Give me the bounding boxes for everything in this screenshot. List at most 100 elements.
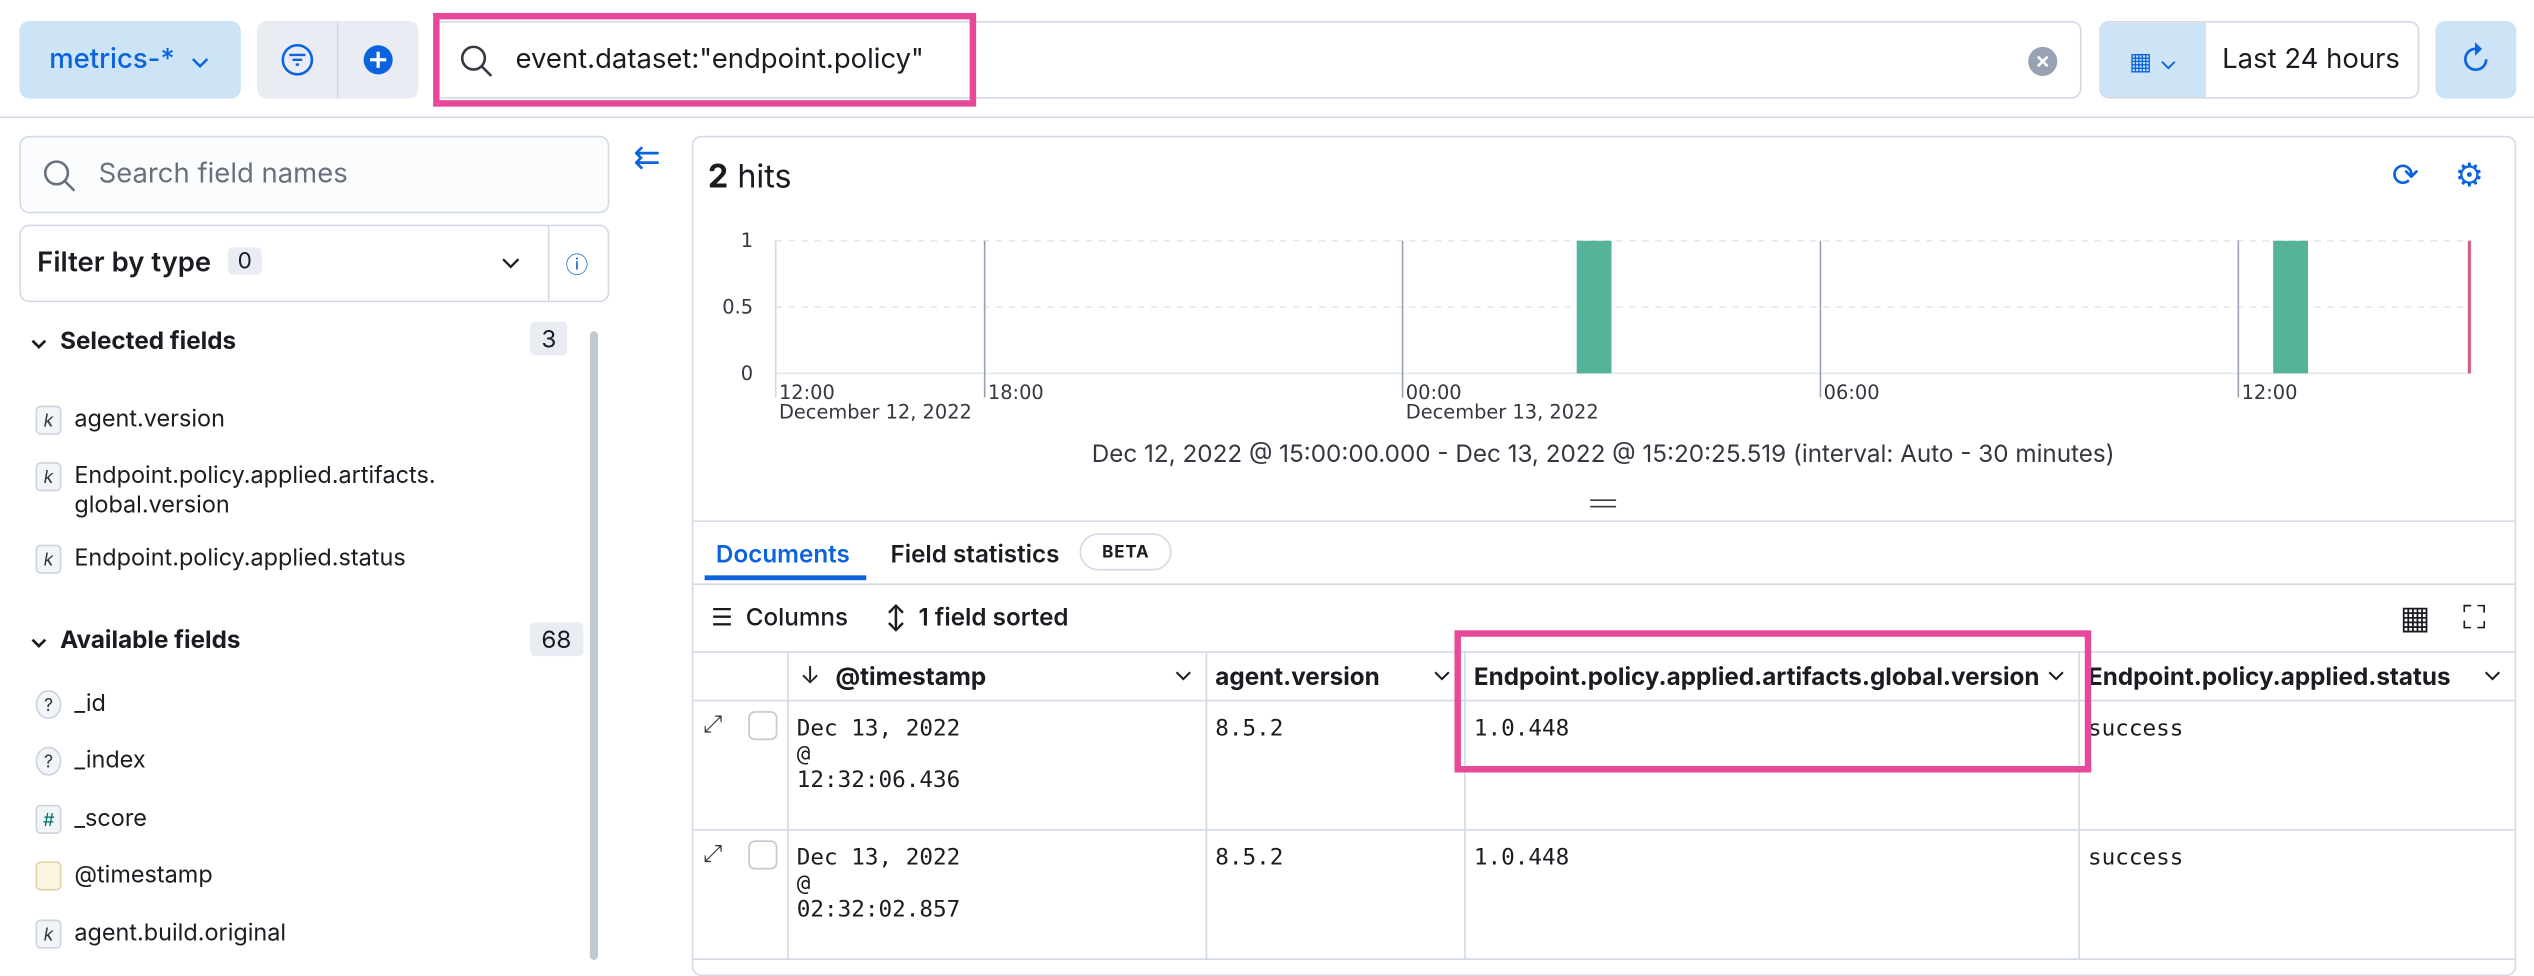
column-menu: ⌄ — [1431, 654, 1453, 687]
info-icon: ⓘ — [565, 252, 589, 280]
highlight-box — [433, 12, 977, 107]
clear-icon[interactable] — [2027, 45, 2059, 77]
sort-label: 1 field sorted — [918, 601, 1069, 632]
field-name: Endpoint.policy.applied.status — [74, 544, 406, 573]
bar — [2273, 240, 2309, 374]
filter-by-type[interactable]: Filter by type 0 ⌄ ⓘ — [19, 224, 610, 303]
y-tick-label: 0 — [741, 362, 753, 385]
query-text: event.dataset:"endpoint.policy" — [515, 43, 924, 76]
filter-icons — [281, 21, 393, 99]
cell: success — [2088, 845, 2184, 872]
expand-icon: ⤢ — [703, 707, 723, 739]
tab[interactable]: Field statistics — [890, 538, 1060, 569]
column-menu: ⌄ — [1173, 654, 1194, 687]
time-range: Last 24 hours — [2222, 43, 2400, 76]
filter-count: 0 — [227, 247, 262, 275]
fullscreen-icon[interactable]: ⛶ — [2462, 597, 2486, 637]
column-header: agent.version — [1215, 660, 1380, 692]
divider — [0, 116, 2534, 118]
chevron: ⌄ — [499, 242, 523, 277]
density-icon[interactable]: ▦ — [2399, 597, 2431, 637]
bar — [1576, 240, 1612, 374]
scrollbar — [589, 331, 598, 960]
column-header: Endpoint.policy.applied.artifacts.global… — [1473, 660, 2040, 692]
field-search[interactable]: Search field names — [19, 135, 610, 214]
filter-buttons — [256, 21, 419, 99]
cell: success — [2088, 715, 2184, 742]
chart-caption: Dec 12, 2022 @ 15:00:00.000 - Dec 13, 20… — [1091, 437, 2115, 469]
field-name: @timestamp — [74, 861, 213, 889]
column-border — [2078, 651, 2080, 960]
filter-label: Filter by type — [37, 247, 212, 280]
sort-button[interactable]: ↕ 1 field sorted — [885, 601, 1069, 632]
field-type-icon: k — [35, 405, 62, 435]
count-badge: 68 — [530, 622, 583, 657]
section-title: Selected fields — [60, 324, 237, 356]
field-type-icon: k — [35, 544, 62, 574]
cell: Dec 13, 2022 @ 12:32:06.436 — [796, 715, 961, 794]
cell: 8.5.2 — [1215, 715, 1284, 742]
cell: 1.0.448 — [1473, 715, 1570, 742]
x-tick-label: 12:00 — [779, 381, 835, 404]
highlight-box — [1454, 630, 2092, 773]
field-name: _index — [74, 746, 146, 775]
sort-icon: ↓ — [799, 659, 821, 691]
hits-count: 2 — [707, 156, 729, 196]
row-checkbox — [748, 711, 778, 741]
tab[interactable]: Documents — [715, 538, 850, 569]
field-name: _score — [74, 804, 147, 833]
field-name: agent.version — [74, 405, 225, 434]
column-border — [1205, 651, 1208, 960]
x-tick-sublabel: December 13, 2022 — [1406, 401, 1599, 424]
date-picker[interactable]: ▦ ⌄ Last 24 hours — [2099, 21, 2420, 99]
x-tick-label: 12:00 — [2242, 381, 2298, 404]
divider — [693, 583, 2515, 586]
x-tick-label: 18:00 — [988, 381, 1044, 404]
field-type-icon — [35, 861, 62, 891]
row-checkbox — [748, 840, 778, 870]
beta-badge: BETA — [1079, 533, 1173, 571]
refresh-button[interactable]: ↻ — [2435, 21, 2517, 99]
columns-button[interactable]: ☰ Columns — [711, 601, 849, 632]
data-view-button[interactable]: metrics-* ⌄ — [19, 21, 241, 99]
collapse-icon[interactable]: ⇇ — [633, 137, 661, 177]
hits-label: hits — [737, 156, 792, 196]
query-input[interactable]: event.dataset:"endpoint.policy" — [433, 21, 2082, 99]
cell: 8.5.2 — [1215, 845, 1284, 872]
section-header[interactable]: ⌄ Available fields — [29, 623, 241, 655]
field-type-icon: ? — [35, 746, 62, 776]
column-menu: ⌄ — [2045, 654, 2067, 687]
divider — [693, 520, 2515, 523]
column-header: Endpoint.policy.applied.status — [2088, 660, 2451, 692]
placeholder: Search field names — [98, 158, 348, 191]
field-type-icon: k — [35, 919, 62, 949]
calendar-button[interactable]: ▦ ⌄ — [2100, 22, 2206, 97]
field-name: agent.build.original — [74, 919, 287, 948]
y-tick-label: 0.5 — [722, 296, 753, 319]
cell: 1.0.448 — [1473, 845, 1570, 872]
column-border — [787, 651, 789, 960]
y-tick-label: 1 — [741, 229, 753, 252]
x-tick-sublabel: December 12, 2022 — [779, 401, 972, 424]
column-menu: ⌄ — [2482, 654, 2503, 687]
count-badge: 3 — [530, 321, 568, 356]
field-name: Endpoint.policy.applied.artifacts. globa… — [74, 462, 436, 519]
resize-handle[interactable] — [1590, 499, 1617, 508]
field-name: _id — [74, 690, 106, 718]
search-icon — [43, 160, 76, 192]
column-header: @timestamp — [835, 660, 987, 692]
section-header[interactable]: ⌄ Selected fields — [29, 324, 237, 356]
columns-label: Columns — [745, 601, 849, 632]
field-type-icon: k — [35, 462, 62, 492]
x-tick-label: 06:00 — [1824, 381, 1880, 404]
x-tick-label: 00:00 — [1406, 381, 1462, 404]
inspect-icon[interactable]: ⟳ — [2391, 155, 2419, 194]
row-border — [693, 958, 2515, 960]
column-border — [1464, 651, 1466, 960]
field-type-icon: # — [35, 804, 62, 834]
sep — [547, 226, 550, 301]
settings-icon[interactable]: ⚙ — [2454, 155, 2484, 194]
